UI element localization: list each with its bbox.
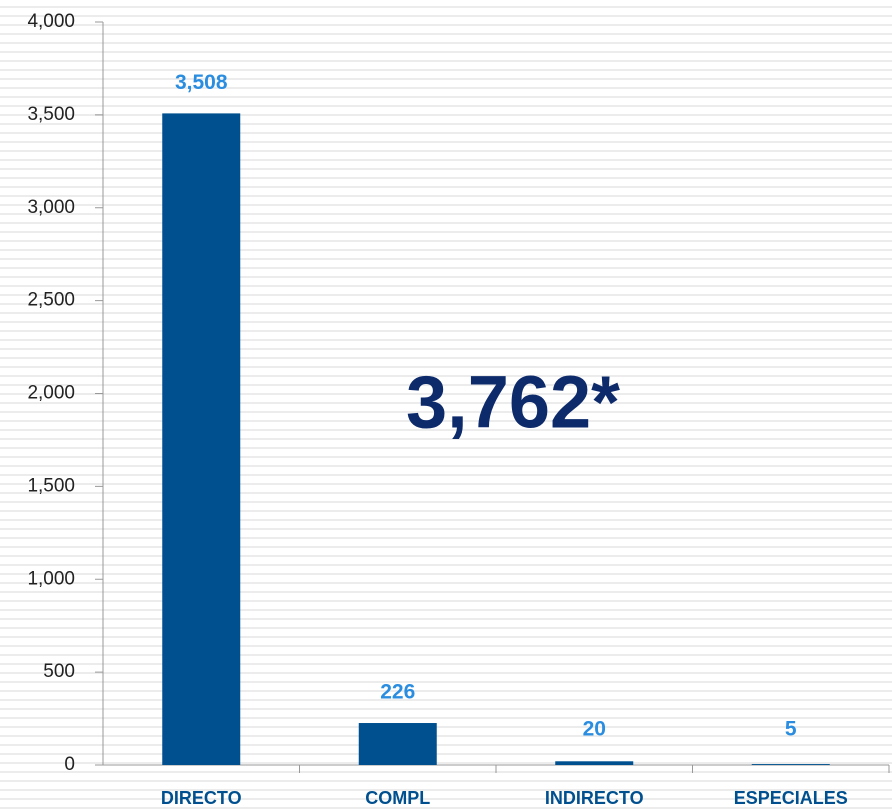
y-tick-label: 0 <box>64 754 75 775</box>
y-tick-label: 4,000 <box>27 11 75 32</box>
value-label: 3,508 <box>175 71 228 94</box>
bar <box>162 113 241 766</box>
bar <box>555 761 634 765</box>
value-label: 5 <box>785 718 797 741</box>
bar <box>751 764 830 765</box>
bar <box>358 723 437 765</box>
x-tick-label: COMPL <box>365 788 430 808</box>
y-tick-label: 1,500 <box>27 475 75 496</box>
y-tick-label: 2,000 <box>27 383 75 404</box>
annotation: 3,762* <box>406 361 620 444</box>
y-tick-label: 3,500 <box>27 104 75 125</box>
value-label: 226 <box>380 681 415 704</box>
y-tick-label: 1,000 <box>27 568 75 589</box>
x-tick-label: INDIRECTO <box>545 788 644 808</box>
y-tick-label: 500 <box>43 661 75 682</box>
y-tick-label: 3,000 <box>27 197 75 218</box>
y-tick-label: 2,500 <box>27 290 75 311</box>
value-label: 20 <box>583 718 606 741</box>
x-tick-label: ESPECIALES <box>734 788 848 808</box>
x-tick-label: DIRECTO <box>161 788 242 808</box>
